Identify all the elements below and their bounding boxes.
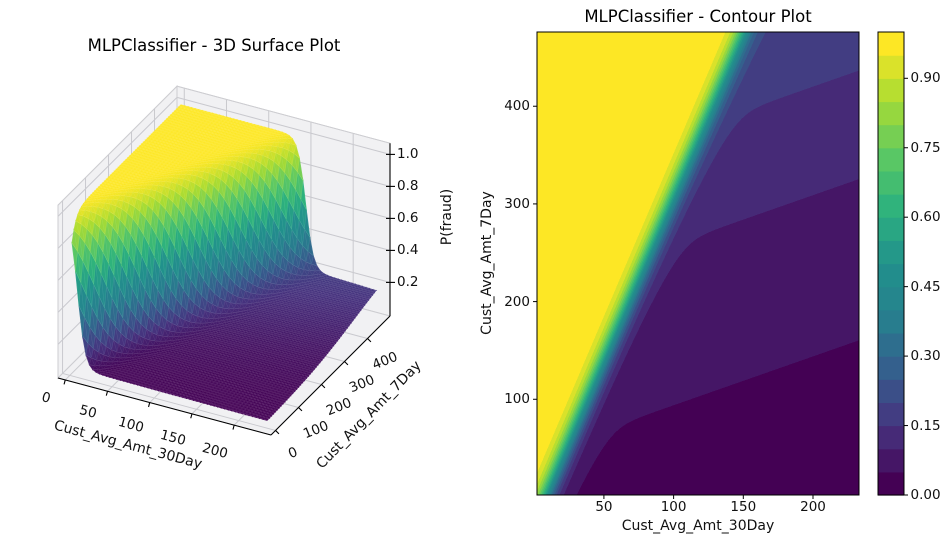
matplotlib-figure: MLPClassifier - 3D Surface Plot MLPClass… — [0, 0, 952, 547]
contour-plot-canvas — [0, 0, 952, 547]
